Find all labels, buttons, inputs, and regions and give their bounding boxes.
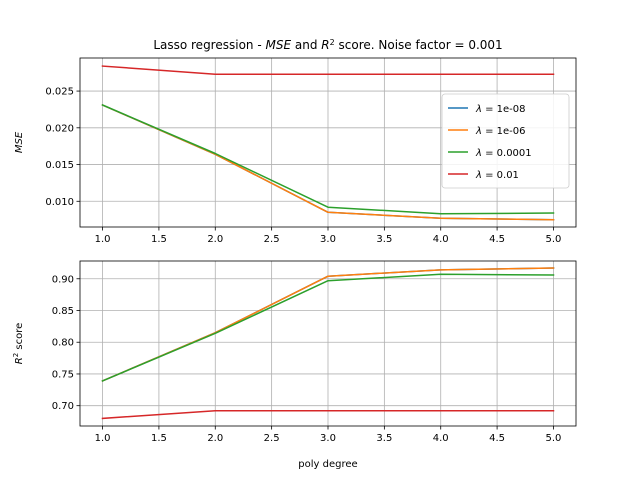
series-line-0.0001 xyxy=(101,273,555,382)
y-tick-label: 0.70 xyxy=(52,401,74,412)
legend-label-0.0001: λ = 0.0001 xyxy=(475,148,532,159)
legend-label-1e-06: λ = 1e-06 xyxy=(475,126,526,137)
x-tick-label: 2.0 xyxy=(207,433,223,444)
subplot-2: 1.0 1.5 2.0 2.5 3.0 3.5 4.0 4.5 5.0 0.70 0.75 0.80 0… xyxy=(12,260,577,470)
y-tick-label: 0.75 xyxy=(52,369,74,380)
x-tick-label: 1.5 xyxy=(151,234,167,245)
series-line-0.01 xyxy=(101,410,555,420)
legend-label-1e-08: λ = 1e-08 xyxy=(475,104,526,115)
series-line-0.0001 xyxy=(101,104,555,215)
y-tick-label: 0.020 xyxy=(45,123,74,134)
legend-box xyxy=(441,93,570,189)
x-axis-label: poly degree xyxy=(298,459,357,470)
x-tick-label: 4.0 xyxy=(433,234,449,245)
x-tick-label: 2.5 xyxy=(264,433,280,444)
subplot-1: 1.0 1.5 2.0 2.5 3.0 3.5 4.0 4.5 5.0 0.010 0.015 0.0… xyxy=(14,38,577,245)
series-line-0.01 xyxy=(101,65,555,75)
x-tick-label: 4.0 xyxy=(433,433,449,444)
chart-title: Lasso regression - MSE and R2 score. Noi… xyxy=(153,38,502,53)
legend-label-0.01: λ = 0.01 xyxy=(475,170,519,181)
x-tick-label: 5.0 xyxy=(546,234,562,245)
x-tick-label: 3.0 xyxy=(320,433,336,444)
y-tick-label: 0.015 xyxy=(45,160,74,171)
x-tick-label: 1.0 xyxy=(95,234,111,245)
y-tick-label: 0.90 xyxy=(52,274,74,285)
x-tick-label: 3.5 xyxy=(376,433,392,444)
x-tick-label: 2.0 xyxy=(207,234,223,245)
x-tick-label: 4.5 xyxy=(489,234,505,245)
y-tick-label: 0.85 xyxy=(52,306,74,317)
y-tick-label: 0.025 xyxy=(45,87,74,98)
y-tick-label: 0.80 xyxy=(52,338,74,349)
y-tick-label: 0.010 xyxy=(45,197,74,208)
x-tick-label: 1.5 xyxy=(151,433,167,444)
legend: λ = 1e-08 λ = 1e-06 λ = 0.0001 λ = 0.01 xyxy=(441,93,570,189)
x-tick-label: 1.0 xyxy=(95,433,111,444)
chart-layer: 1.0 1.5 2.0 2.5 3.0 3.5 4.0 4.5 5.0 0.010 0.015 0.0… xyxy=(12,38,577,470)
x-tick-label: 3.5 xyxy=(376,234,392,245)
x-tick-label: 5.0 xyxy=(546,433,562,444)
y-axis-label: MSE xyxy=(14,131,25,153)
x-tick-label: 2.5 xyxy=(264,234,280,245)
x-tick-label: 3.0 xyxy=(320,234,336,245)
x-tick-label: 4.5 xyxy=(489,433,505,444)
y-axis-label: R2 score xyxy=(12,323,25,364)
